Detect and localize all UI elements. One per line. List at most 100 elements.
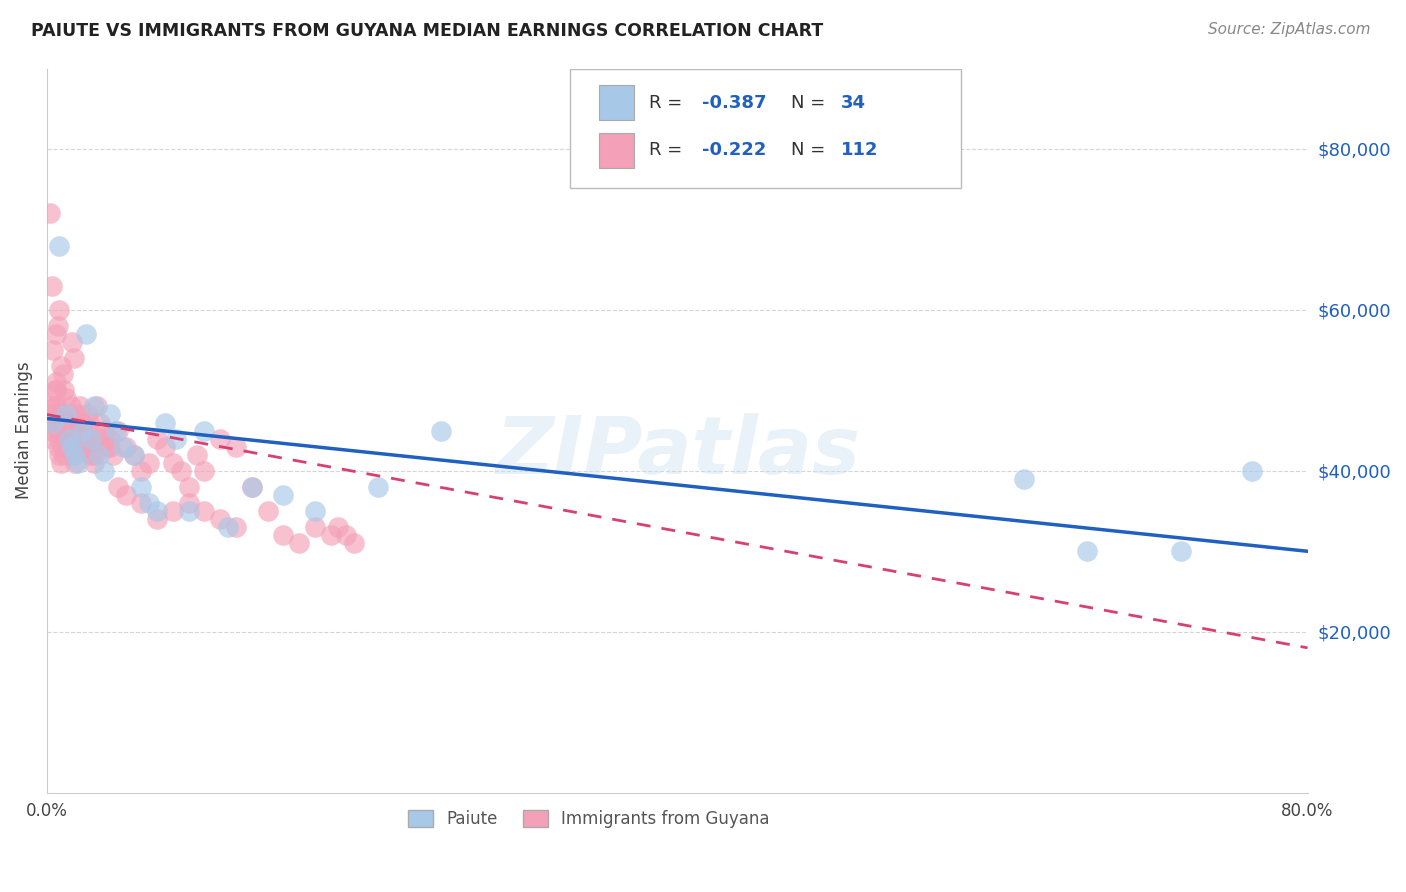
Point [131, 496, 153, 510]
Point [82, 440, 104, 454]
Point [240, 480, 263, 494]
Point [55, 440, 77, 454]
Point [114, 440, 136, 454]
Point [41, 416, 63, 430]
Point [80, 432, 103, 446]
Point [271, 488, 294, 502]
Point [66, 432, 89, 446]
Point [1170, 544, 1192, 558]
Point [186, 448, 208, 462]
Point [138, 456, 160, 470]
Point [58, 408, 80, 422]
Point [87, 448, 110, 462]
Point [48, 432, 70, 446]
Point [69, 400, 91, 414]
Point [138, 496, 160, 510]
Point [430, 424, 453, 438]
Point [209, 432, 232, 446]
Point [45, 326, 67, 341]
FancyBboxPatch shape [599, 133, 634, 168]
Text: ZIPatlas: ZIPatlas [495, 413, 859, 491]
Point [60, 334, 83, 349]
Point [45, 400, 67, 414]
Point [76, 408, 98, 422]
Point [101, 448, 124, 462]
Point [98, 440, 121, 454]
Point [53, 448, 76, 462]
Point [42, 343, 65, 358]
Point [49, 359, 72, 374]
Point [44, 416, 66, 430]
Point [75, 440, 97, 454]
Point [79, 416, 101, 430]
Point [67, 408, 90, 422]
Point [53, 424, 76, 438]
Text: Source: ZipAtlas.com: Source: ZipAtlas.com [1208, 22, 1371, 37]
Point [59, 400, 82, 414]
Point [58, 432, 80, 446]
Point [39, 206, 62, 220]
Point [52, 424, 75, 438]
Point [122, 448, 145, 462]
Point [225, 520, 247, 534]
Point [46, 416, 69, 430]
Point [52, 368, 75, 382]
Point [83, 448, 105, 462]
Point [146, 504, 169, 518]
Point [58, 440, 80, 454]
Point [193, 464, 215, 478]
Point [39, 400, 62, 414]
Point [73, 432, 96, 446]
Point [48, 238, 70, 252]
Point [56, 416, 79, 430]
Point [114, 488, 136, 502]
Point [1012, 472, 1035, 486]
Point [83, 456, 105, 470]
Point [105, 424, 128, 438]
Point [70, 424, 93, 438]
Point [177, 480, 200, 494]
Point [46, 440, 69, 454]
Text: R =: R = [650, 141, 689, 160]
Point [91, 432, 114, 446]
FancyBboxPatch shape [569, 69, 960, 188]
Point [319, 528, 342, 542]
Text: R =: R = [650, 94, 689, 112]
Point [62, 351, 84, 366]
Point [131, 464, 153, 478]
Point [49, 408, 72, 422]
Point [70, 416, 93, 430]
Point [73, 432, 96, 446]
Point [56, 416, 79, 430]
Point [177, 504, 200, 518]
Point [41, 424, 63, 438]
Point [55, 392, 77, 406]
Point [76, 440, 98, 454]
Point [335, 528, 357, 542]
Legend: Paiute, Immigrants from Guyana: Paiute, Immigrants from Guyana [402, 804, 776, 835]
Point [42, 432, 65, 446]
Point [49, 416, 72, 430]
Point [59, 424, 82, 438]
Point [271, 528, 294, 542]
Point [55, 432, 77, 446]
Point [89, 416, 111, 430]
Point [56, 424, 79, 438]
Point [256, 504, 278, 518]
Point [304, 504, 326, 518]
Point [1076, 544, 1098, 558]
Point [48, 302, 70, 317]
Point [122, 448, 145, 462]
Point [217, 520, 239, 534]
Point [146, 432, 169, 446]
Point [46, 318, 69, 333]
Point [193, 504, 215, 518]
Text: 112: 112 [841, 141, 879, 160]
Point [46, 408, 69, 422]
Point [49, 456, 72, 470]
Point [170, 464, 193, 478]
Point [93, 464, 115, 478]
Point [96, 440, 118, 454]
Point [153, 416, 176, 430]
Text: N =: N = [790, 141, 831, 160]
